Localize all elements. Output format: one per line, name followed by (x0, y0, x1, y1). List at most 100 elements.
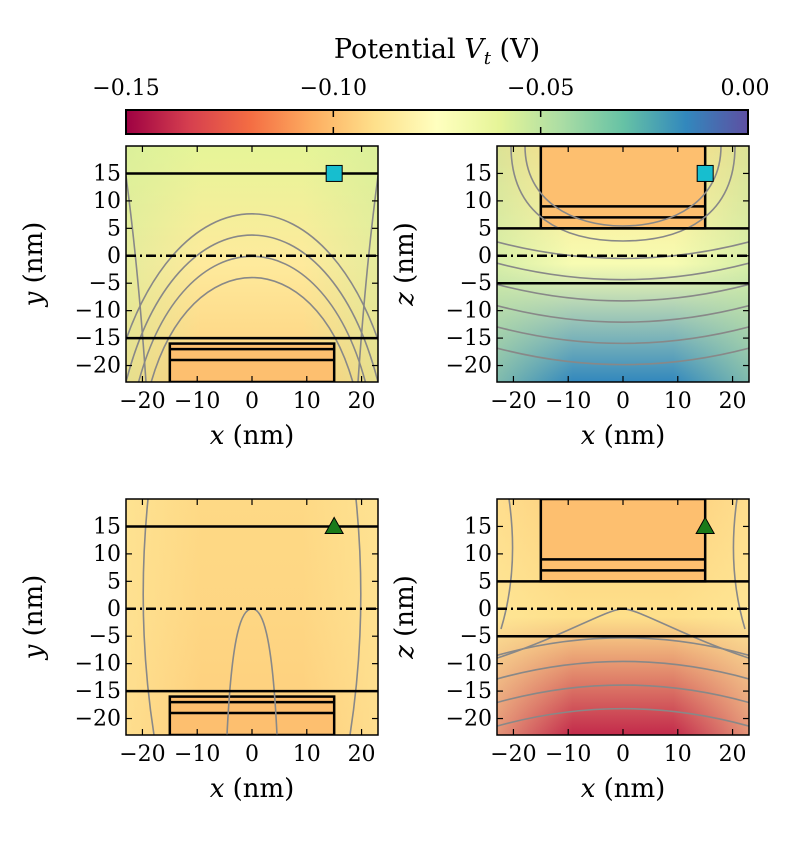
contour-line (497, 707, 749, 727)
x-tick-label: 0 (616, 742, 630, 767)
x-axis-label: x (nm) (581, 421, 666, 451)
colorbar-bar (125, 109, 749, 135)
y-tick-label: −5 (460, 624, 492, 649)
x-tick-label: −10 (545, 389, 591, 414)
y-tick-label: −15 (75, 326, 121, 351)
y-tick-label: −20 (75, 354, 121, 379)
x-tick-label: −10 (545, 742, 591, 767)
y-tick-label: −15 (75, 679, 121, 704)
x-axis-label: x (nm) (210, 421, 295, 451)
x-tick-label: −10 (174, 389, 220, 414)
contour-line (150, 277, 354, 382)
y-tick-label: −15 (446, 679, 492, 704)
contour-line (497, 283, 749, 302)
x-tick-label: 0 (616, 389, 630, 414)
contour-line (524, 146, 722, 227)
y-tick-label: 10 (93, 189, 121, 214)
y-tick-label: 15 (93, 514, 121, 539)
colorbar-tick-label: 0.00 (721, 76, 770, 101)
colorbar-tick-label: −0.10 (300, 76, 367, 101)
contour-line (497, 326, 749, 345)
y-tick-label: −20 (75, 707, 121, 732)
y-tick-label: 5 (478, 216, 492, 241)
x-tick-label: 20 (348, 389, 376, 414)
y-tick-label: 5 (107, 569, 121, 594)
contour-line (142, 499, 155, 735)
contour-line (497, 637, 749, 657)
contour-line (349, 499, 362, 735)
contour-line (126, 213, 378, 343)
x-tick-label: 0 (245, 389, 259, 414)
x-tick-label: −20 (490, 389, 536, 414)
y-axis-label: z (nm) (390, 222, 420, 307)
marker-square (696, 164, 714, 182)
x-tick-label: 10 (293, 389, 321, 414)
x-tick-label: 20 (348, 742, 376, 767)
y-tick-label: 15 (464, 514, 492, 539)
marker-triangle (324, 516, 345, 534)
y-tick-label: 10 (464, 542, 492, 567)
x-tick-label: −20 (119, 742, 165, 767)
y-tick-label: 0 (107, 597, 121, 622)
y-tick-label: −10 (75, 299, 121, 324)
y-tick-label: 10 (464, 189, 492, 214)
y-tick-label: 5 (107, 216, 121, 241)
x-tick-label: 10 (664, 742, 692, 767)
inner-box (539, 499, 707, 583)
y-tick-label: −10 (75, 652, 121, 677)
y-axis-label: z (nm) (390, 575, 420, 660)
x-tick-label: −20 (119, 389, 165, 414)
y-tick-label: −15 (446, 326, 492, 351)
contour-line (497, 241, 749, 260)
contour-line (497, 660, 749, 680)
x-tick-label: 10 (293, 742, 321, 767)
marker-square (325, 164, 343, 182)
contour-line (126, 234, 378, 382)
contour-line (497, 304, 749, 323)
inner-box (539, 146, 707, 230)
y-tick-label: −5 (89, 271, 121, 296)
x-tick-label: 0 (245, 742, 259, 767)
colorbar-title: Potential Vt (V) (334, 34, 540, 69)
y-tick-label: −20 (446, 354, 492, 379)
contour-line (126, 175, 147, 382)
x-tick-label: −10 (174, 742, 220, 767)
y-tick-label: −10 (446, 299, 492, 324)
contour-line (497, 262, 749, 281)
y-tick-label: 15 (464, 161, 492, 186)
y-tick-label: −20 (446, 707, 492, 732)
contour-line (497, 684, 749, 704)
y-axis-label: y (nm) (19, 222, 49, 308)
x-tick-label: −20 (490, 742, 536, 767)
contour-line (357, 175, 378, 382)
y-tick-label: 0 (478, 597, 492, 622)
y-tick-label: 10 (93, 542, 121, 567)
x-tick-label: 10 (664, 389, 692, 414)
contour-line (510, 146, 736, 242)
contour-line (732, 499, 746, 630)
x-tick-label: 20 (719, 389, 747, 414)
y-tick-label: 15 (93, 161, 121, 186)
y-tick-label: 5 (478, 569, 492, 594)
contour-line (497, 347, 749, 366)
colorbar-tick-label: −0.05 (507, 76, 574, 101)
x-axis-label: x (nm) (581, 774, 666, 804)
y-tick-label: −5 (460, 271, 492, 296)
contour-line (500, 499, 514, 630)
x-axis-label: x (nm) (210, 774, 295, 804)
y-tick-label: 0 (478, 244, 492, 269)
y-tick-label: −10 (446, 652, 492, 677)
y-tick-label: 0 (107, 244, 121, 269)
x-tick-label: 20 (719, 742, 747, 767)
colorbar-tick-label: −0.15 (92, 76, 159, 101)
marker-triangle (695, 516, 716, 534)
y-axis-label: y (nm) (19, 575, 49, 661)
y-tick-label: −5 (89, 624, 121, 649)
colorbar: −0.15 −0.10 −0.05 0.00 (92, 76, 770, 135)
